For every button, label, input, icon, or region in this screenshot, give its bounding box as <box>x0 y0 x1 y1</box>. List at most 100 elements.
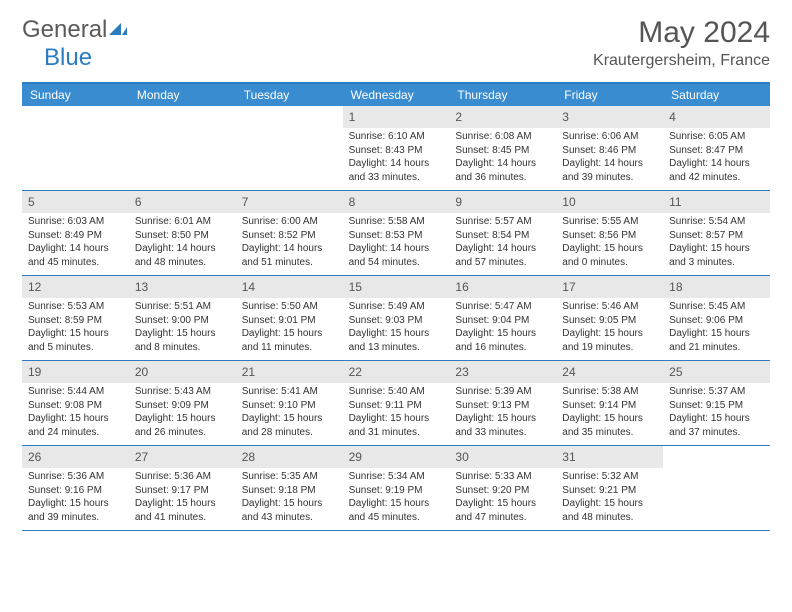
day-number: 17 <box>562 280 575 294</box>
day-number: 24 <box>562 365 575 379</box>
day-number-row <box>663 446 770 450</box>
day-info: Sunrise: 5:34 AMSunset: 9:19 PMDaylight:… <box>349 470 444 524</box>
day-number-row: 20 <box>129 361 236 383</box>
day-cell: 29Sunrise: 5:34 AMSunset: 9:19 PMDayligh… <box>343 446 450 530</box>
day-number-row: 3 <box>556 106 663 128</box>
day-cell: 9Sunrise: 5:57 AMSunset: 8:54 PMDaylight… <box>449 191 556 275</box>
week-row: 26 Sunrise: 5:36 AMSunset: 9:16 PMDayligh… <box>22 446 770 531</box>
day-cell: 5 Sunrise: 6:03 AMSunset: 8:49 PMDaylight… <box>22 191 129 275</box>
day-number: 2 <box>455 110 462 124</box>
day-number-row: 28 <box>236 446 343 468</box>
day-info: Sunrise: 5:57 AMSunset: 8:54 PMDaylight:… <box>455 215 550 269</box>
day-number: 31 <box>562 450 575 464</box>
day-number: 6 <box>135 195 142 209</box>
day-cell: 6 Sunrise: 6:01 AMSunset: 8:50 PMDaylight… <box>129 191 236 275</box>
day-number-row: 21 <box>236 361 343 383</box>
day-cell: 19Sunrise: 5:44 AMSunset: 9:08 PMDayligh… <box>22 361 129 445</box>
day-info: Sunrise: 5:45 AMSunset: 9:06 PMDaylight:… <box>669 300 764 354</box>
day-cell: 22 Sunrise: 5:40 AMSunset: 9:11 PMDayligh… <box>343 361 450 445</box>
day-number: 11 <box>669 195 681 209</box>
day-number-row: 18 <box>663 276 770 298</box>
day-cell: 28Sunrise: 5:35 AMSunset: 9:18 PMDayligh… <box>236 446 343 530</box>
day-cell <box>22 106 129 190</box>
day-cell: 18 Sunrise: 5:45 AMSunset: 9:06 PMDayligh… <box>663 276 770 360</box>
day-number: 26 <box>28 450 41 464</box>
day-info: Sunrise: 5:36 AMSunset: 9:17 PMDaylight:… <box>135 470 230 524</box>
day-number: 16 <box>455 280 468 294</box>
day-number: 7 <box>242 195 249 209</box>
day-info: Sunrise: 5:32 AMSunset: 9:21 PMDaylight:… <box>562 470 657 524</box>
day-cell: 14 Sunrise: 5:50 AMSunset: 9:01 PMDayligh… <box>236 276 343 360</box>
day-cell: 23Sunrise: 5:39 AMSunset: 9:13 PMDayligh… <box>449 361 556 445</box>
day-info: Sunrise: 6:08 AMSunset: 8:45 PMDaylight:… <box>455 130 550 184</box>
day-number: 5 <box>28 195 35 209</box>
day-info: Sunrise: 5:41 AMSunset: 9:10 PMDaylight:… <box>242 385 337 439</box>
day-number-row: 17 <box>556 276 663 298</box>
day-cell: 7Sunrise: 6:00 AMSunset: 8:52 PMDaylight… <box>236 191 343 275</box>
day-number: 23 <box>455 365 468 379</box>
day-number-row: 30 <box>449 446 556 468</box>
day-number-row: 25 <box>663 361 770 383</box>
day-info: Sunrise: 5:46 AMSunset: 9:05 PMDaylight:… <box>562 300 657 354</box>
day-info: Sunrise: 5:50 AMSunset: 9:01 PMDaylight:… <box>242 300 337 354</box>
day-cell: 31 Sunrise: 5:32 AMSunset: 9:21 PMDayligh… <box>556 446 663 530</box>
day-number-row: 24 <box>556 361 663 383</box>
day-cell: 20Sunrise: 5:43 AMSunset: 9:09 PMDayligh… <box>129 361 236 445</box>
day-header-row: SundayMondayTuesdayWednesdayThursdayFrid… <box>22 84 770 106</box>
day-cell: 3Sunrise: 6:06 AMSunset: 8:46 PMDaylight… <box>556 106 663 190</box>
day-number-row: 23 <box>449 361 556 383</box>
logo-sail-icon <box>109 16 129 44</box>
day-header-sunday: Sunday <box>22 84 129 106</box>
day-number: 10 <box>562 195 575 209</box>
day-info: Sunrise: 6:01 AMSunset: 8:50 PMDaylight:… <box>135 215 230 269</box>
day-cell: 16Sunrise: 5:47 AMSunset: 9:04 PMDayligh… <box>449 276 556 360</box>
day-header-wednesday: Wednesday <box>343 84 450 106</box>
title-block: May 2024 Krautergersheim, France <box>593 16 770 70</box>
day-number-row: 1 <box>343 106 450 128</box>
day-number: 14 <box>242 280 255 294</box>
day-number-row <box>22 106 129 110</box>
day-cell: 4Sunrise: 6:05 AMSunset: 8:47 PMDaylight… <box>663 106 770 190</box>
logo: GeneralBlue <box>22 16 129 72</box>
day-number-row: 11 <box>663 191 770 213</box>
day-header-thursday: Thursday <box>449 84 556 106</box>
day-cell: 12Sunrise: 5:53 AMSunset: 8:59 PMDayligh… <box>22 276 129 360</box>
day-info: Sunrise: 5:38 AMSunset: 9:14 PMDaylight:… <box>562 385 657 439</box>
day-number-row: 31 <box>556 446 663 468</box>
day-number-row: 5 <box>22 191 129 213</box>
day-header-tuesday: Tuesday <box>236 84 343 106</box>
day-cell <box>663 446 770 530</box>
calendar: SundayMondayTuesdayWednesdayThursdayFrid… <box>22 82 770 531</box>
day-number: 18 <box>669 280 682 294</box>
day-info: Sunrise: 5:49 AMSunset: 9:03 PMDaylight:… <box>349 300 444 354</box>
day-info: Sunrise: 6:06 AMSunset: 8:46 PMDaylight:… <box>562 130 657 184</box>
day-number-row: 9 <box>449 191 556 213</box>
day-cell: 27Sunrise: 5:36 AMSunset: 9:17 PMDayligh… <box>129 446 236 530</box>
day-info: Sunrise: 5:55 AMSunset: 8:56 PMDaylight:… <box>562 215 657 269</box>
day-number: 25 <box>669 365 682 379</box>
day-number: 8 <box>349 195 356 209</box>
day-number: 22 <box>349 365 362 379</box>
day-cell: 10 Sunrise: 5:55 AMSunset: 8:56 PMDayligh… <box>556 191 663 275</box>
day-number-row: 14 <box>236 276 343 298</box>
day-info: Sunrise: 5:40 AMSunset: 9:11 PMDaylight:… <box>349 385 444 439</box>
day-number-row: 26 <box>22 446 129 468</box>
day-info: Sunrise: 6:10 AMSunset: 8:43 PMDaylight:… <box>349 130 444 184</box>
day-info: Sunrise: 6:05 AMSunset: 8:47 PMDaylight:… <box>669 130 764 184</box>
day-info: Sunrise: 5:36 AMSunset: 9:16 PMDaylight:… <box>28 470 123 524</box>
day-number: 19 <box>28 365 41 379</box>
day-number: 15 <box>349 280 362 294</box>
day-number-row: 2 <box>449 106 556 128</box>
day-number-row: 8 <box>343 191 450 213</box>
day-number-row: 12 <box>22 276 129 298</box>
day-cell <box>129 106 236 190</box>
day-info: Sunrise: 6:03 AMSunset: 8:49 PMDaylight:… <box>28 215 123 269</box>
day-cell: 17 Sunrise: 5:46 AMSunset: 9:05 PMDayligh… <box>556 276 663 360</box>
day-cell: 1Sunrise: 6:10 AMSunset: 8:43 PMDaylight… <box>343 106 450 190</box>
week-row: 5 Sunrise: 6:03 AMSunset: 8:49 PMDaylight… <box>22 191 770 276</box>
header: GeneralBlue May 2024 Krautergersheim, Fr… <box>22 16 770 72</box>
day-info: Sunrise: 5:33 AMSunset: 9:20 PMDaylight:… <box>455 470 550 524</box>
day-cell: 11Sunrise: 5:54 AMSunset: 8:57 PMDayligh… <box>663 191 770 275</box>
day-number: 20 <box>135 365 148 379</box>
day-cell: 15 Sunrise: 5:49 AMSunset: 9:03 PMDayligh… <box>343 276 450 360</box>
